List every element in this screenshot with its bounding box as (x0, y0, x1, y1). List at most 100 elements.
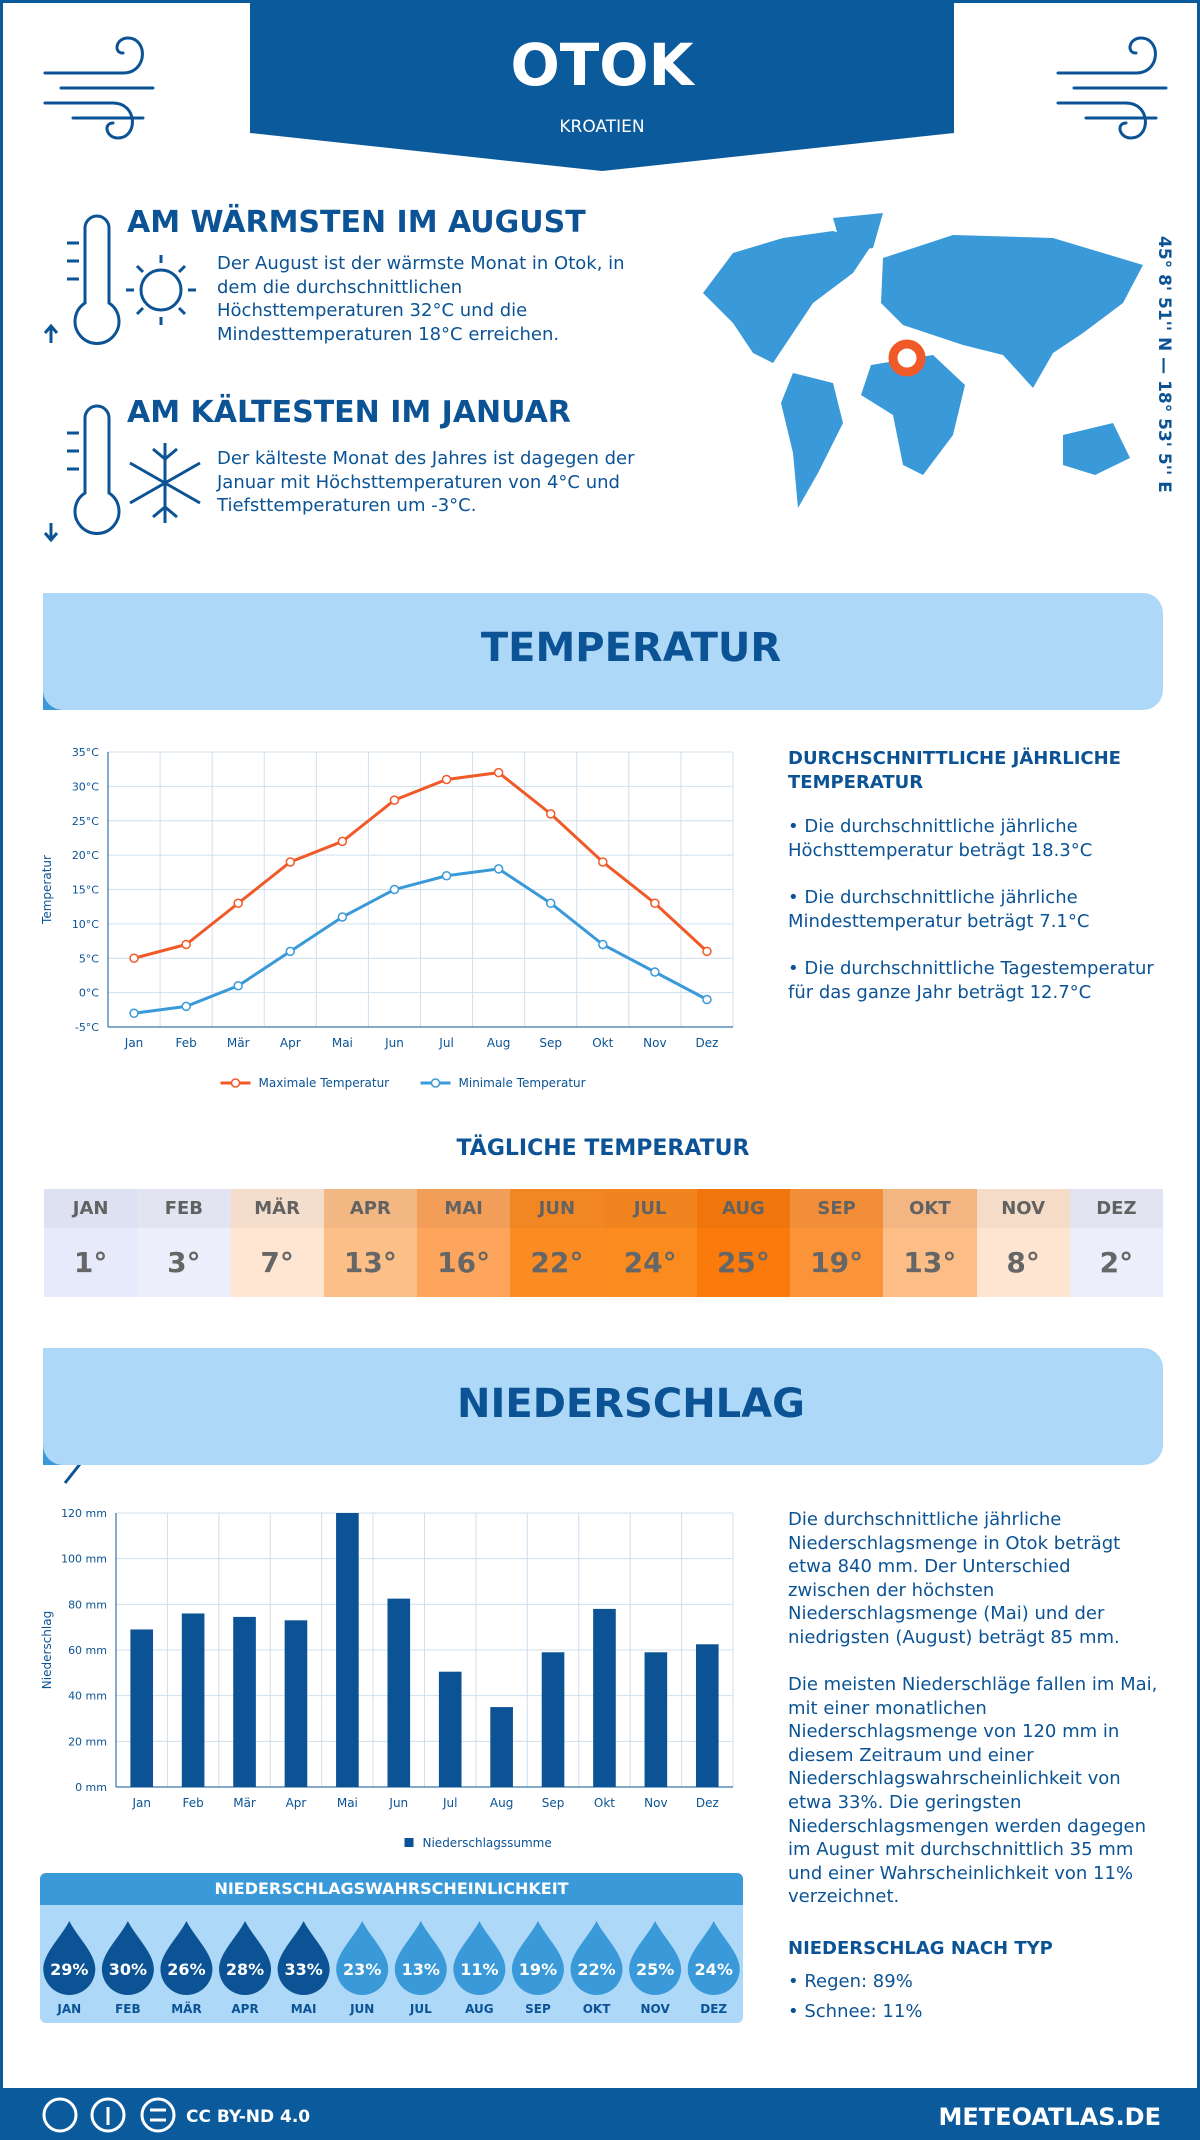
daily-month: OKT (883, 1189, 977, 1228)
probability-drop (394, 1921, 447, 1995)
x-tick-label: Aug (487, 1036, 510, 1050)
daily-value: 13° (883, 1228, 977, 1297)
probability-value: 19% (519, 1960, 557, 1979)
point (650, 898, 660, 908)
x-tick-label: Aug (490, 1796, 513, 1810)
probability-box: NIEDERSCHLAGSWAHRSCHEINLICHKEIT (40, 1873, 743, 2023)
y-tick-label: 30°C (72, 780, 99, 793)
probability-drop (43, 1921, 96, 1995)
x-tick-label: Feb (183, 1796, 204, 1810)
x-tick-label: Apr (280, 1036, 301, 1050)
x-tick-label: Mai (337, 1796, 358, 1810)
subtitle: KROATIEN (559, 117, 644, 137)
bar (644, 1652, 668, 1787)
x-tick-label: Okt (592, 1036, 613, 1050)
probability-value: 13% (402, 1960, 440, 1979)
probability-month: APR (231, 2002, 258, 2016)
daily-value: 13° (323, 1228, 417, 1297)
wind-icon (43, 36, 155, 140)
y-axis-label: Niederschlag (40, 1611, 54, 1689)
x-tick-label: Dez (695, 1036, 718, 1050)
legend-swatch (230, 1078, 241, 1088)
probability-month: SEP (525, 2002, 551, 2016)
point (285, 946, 296, 957)
precip-text: Die meisten Niederschläge fallen im Mai,… (788, 1674, 1158, 1908)
bar (181, 1613, 205, 1787)
summary-item: • Die durchschnittliche jährliche Höchst… (788, 816, 1093, 861)
probability-drop (101, 1921, 154, 1995)
bar (593, 1608, 616, 1787)
bar (130, 1629, 154, 1787)
title: OTOK (510, 31, 695, 99)
probability-value: 11% (460, 1960, 498, 1979)
probability-value: 25% (636, 1960, 674, 1979)
probability-value: 29% (50, 1960, 88, 1979)
daily-value: 7° (230, 1228, 324, 1297)
x-tick-label: Nov (644, 1796, 667, 1810)
x-tick-label: Jul (442, 1796, 457, 1810)
point (545, 809, 556, 819)
y-tick-label: 35°C (72, 746, 99, 759)
point (545, 898, 556, 908)
point (389, 884, 400, 895)
fact-title: AM KÄLTESTEN IM JANUAR (127, 395, 571, 430)
probability-month: JUN (349, 2002, 374, 2016)
probability-month: MÄR (171, 2001, 201, 2016)
daily-value: 19° (790, 1228, 884, 1297)
line (133, 771, 708, 960)
probability-drop (511, 1921, 564, 1995)
daily-value: 2° (1069, 1228, 1163, 1297)
daily-month: MÄR (230, 1189, 324, 1228)
x-tick-label: Jan (131, 1796, 151, 1810)
x-tick-label: Sep (542, 1796, 565, 1810)
probability-month: MAI (291, 2002, 317, 2016)
thermometer-icon (43, 214, 196, 345)
probability-value: 33% (284, 1960, 322, 1979)
probability-month: DEZ (700, 2002, 727, 2016)
point (285, 857, 296, 867)
section-title: TEMPERATUR (480, 625, 782, 671)
precip-text: Die durchschnittliche jährliche Niedersc… (788, 1509, 1121, 1648)
bar (233, 1616, 256, 1787)
point (233, 981, 243, 991)
daily-value: 25° (696, 1228, 790, 1297)
fact-title: AM WÄRMSTEN IM AUGUST (127, 205, 586, 240)
summary-item: • Die durchschnittliche jährliche Mindes… (788, 887, 1090, 932)
point (337, 912, 348, 922)
probability-value: 26% (167, 1960, 205, 1979)
y-tick-label: 100 mm (61, 1553, 107, 1566)
daily-title: TÄGLICHE TEMPERATUR (456, 1136, 750, 1161)
location-marker (888, 339, 926, 377)
probability-value: 30% (109, 1960, 147, 1979)
x-tick-label: Dez (696, 1796, 719, 1810)
point (233, 898, 243, 908)
daily-month: JUL (603, 1189, 697, 1228)
license: CC BY-ND 4.0 (186, 2107, 310, 2127)
daily-value: 22° (510, 1228, 604, 1297)
type-title: NIEDERSCHLAG NACH TYP (788, 1938, 1053, 1959)
footer-band (3, 2088, 1197, 2140)
probability-drop (336, 1921, 389, 1995)
summary-title: DURCHSCHNITTLICHE JÄHRLICHE TEMPERATUR (788, 748, 1121, 793)
x-tick-label: Jul (438, 1036, 453, 1050)
charts: -5°C 0°C 5°C 10°C 15°C 20°C 25°C 30°C 35°C Temper… (40, 746, 740, 2016)
legend-label: Niederschlagssumme (423, 1836, 552, 1850)
daily-value: 24° (603, 1228, 697, 1297)
x-tick-label: Jan (124, 1036, 144, 1050)
bar (284, 1620, 308, 1787)
point (129, 1008, 139, 1018)
probability-month: JUL (409, 2002, 432, 2016)
y-tick-label: 40 mm (68, 1690, 107, 1703)
probability-drop (453, 1921, 506, 1995)
x-tick-label: Nov (643, 1036, 666, 1050)
daily-month: SEP (790, 1189, 884, 1228)
header-banner (250, 3, 954, 171)
y-tick-label: 5°C (79, 952, 99, 965)
daily-month: JAN (44, 1189, 138, 1228)
y-tick-label: 60 mm (68, 1644, 107, 1657)
line (133, 867, 708, 1015)
y-tick-label: -5°C (75, 1021, 99, 1034)
y-tick-label: 15°C (72, 884, 99, 897)
point (441, 774, 452, 785)
daily-value: 1° (44, 1228, 138, 1297)
